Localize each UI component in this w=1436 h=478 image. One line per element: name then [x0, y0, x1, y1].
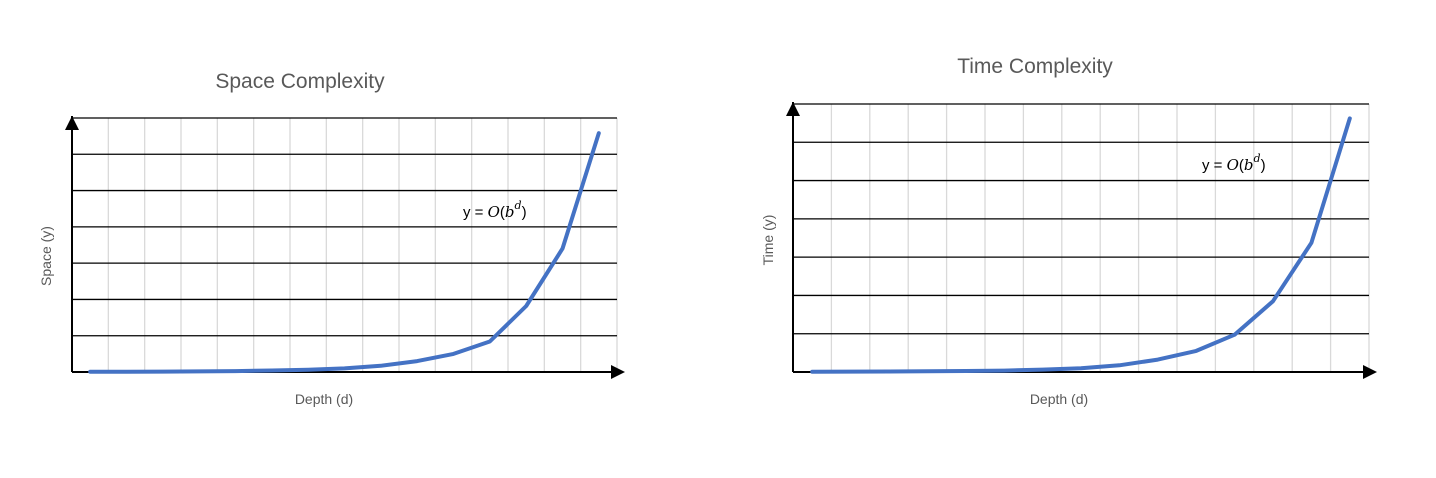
x-axis-label: Depth (d)	[1030, 391, 1088, 407]
formula-prefix: y =	[1202, 157, 1227, 174]
x-axis-arrow-icon	[1363, 365, 1377, 379]
y-axis-label: Space (y)	[38, 226, 54, 286]
formula-exponent: d	[1254, 152, 1261, 165]
space-complexity-svg: Space Complexity Depth (d) Space (y) y =…	[38, 70, 625, 407]
y-axis-arrow-icon	[786, 102, 800, 116]
series-line	[810, 116, 1352, 374]
formula-base: b	[505, 203, 515, 221]
formula-base: b	[1244, 156, 1254, 174]
chart-title: Time Complexity	[957, 55, 1113, 78]
time-complexity-svg: Time Complexity Depth (d) Time (y) y = O…	[760, 55, 1377, 407]
series	[810, 116, 1352, 374]
x-axis-arrow-icon	[611, 365, 625, 379]
y-axis-label: Time (y)	[760, 215, 776, 266]
formula-func: O	[1227, 156, 1239, 174]
formula-exponent: d	[515, 199, 522, 212]
time-complexity-chart: Time Complexity Depth (d) Time (y) y = O…	[718, 0, 1436, 478]
formula-annotation: y = O(bd)	[463, 199, 527, 221]
grid-lines	[793, 103, 1370, 372]
axes	[65, 116, 625, 379]
chart-title: Space Complexity	[215, 70, 385, 93]
series	[88, 131, 601, 374]
space-complexity-chart: Space Complexity Depth (d) Space (y) y =…	[38, 70, 625, 407]
y-axis-arrow-icon	[65, 116, 79, 130]
axes	[786, 102, 1377, 379]
formula-func: O	[488, 203, 500, 221]
x-axis-label: Depth (d)	[295, 391, 353, 407]
formula-annotation: y = O(bd)	[1202, 152, 1266, 174]
formula-prefix: y =	[463, 204, 488, 221]
grid-lines	[72, 117, 618, 372]
series-line	[88, 131, 601, 374]
